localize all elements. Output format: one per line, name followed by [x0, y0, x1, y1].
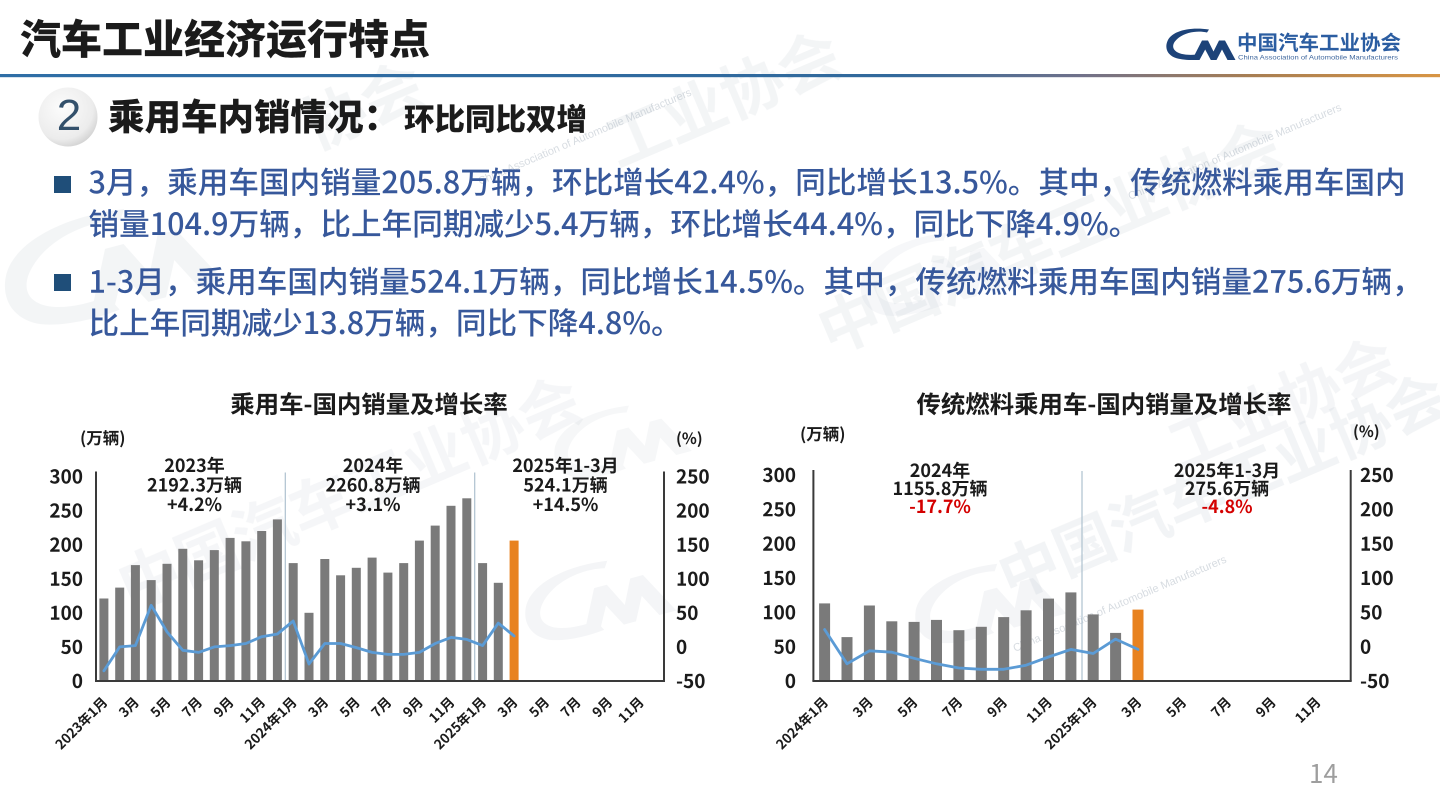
- svg-text:2: 2: [57, 91, 81, 140]
- svg-text:China Association of Automobil: China Association of Automobile Manufact…: [1238, 55, 1398, 62]
